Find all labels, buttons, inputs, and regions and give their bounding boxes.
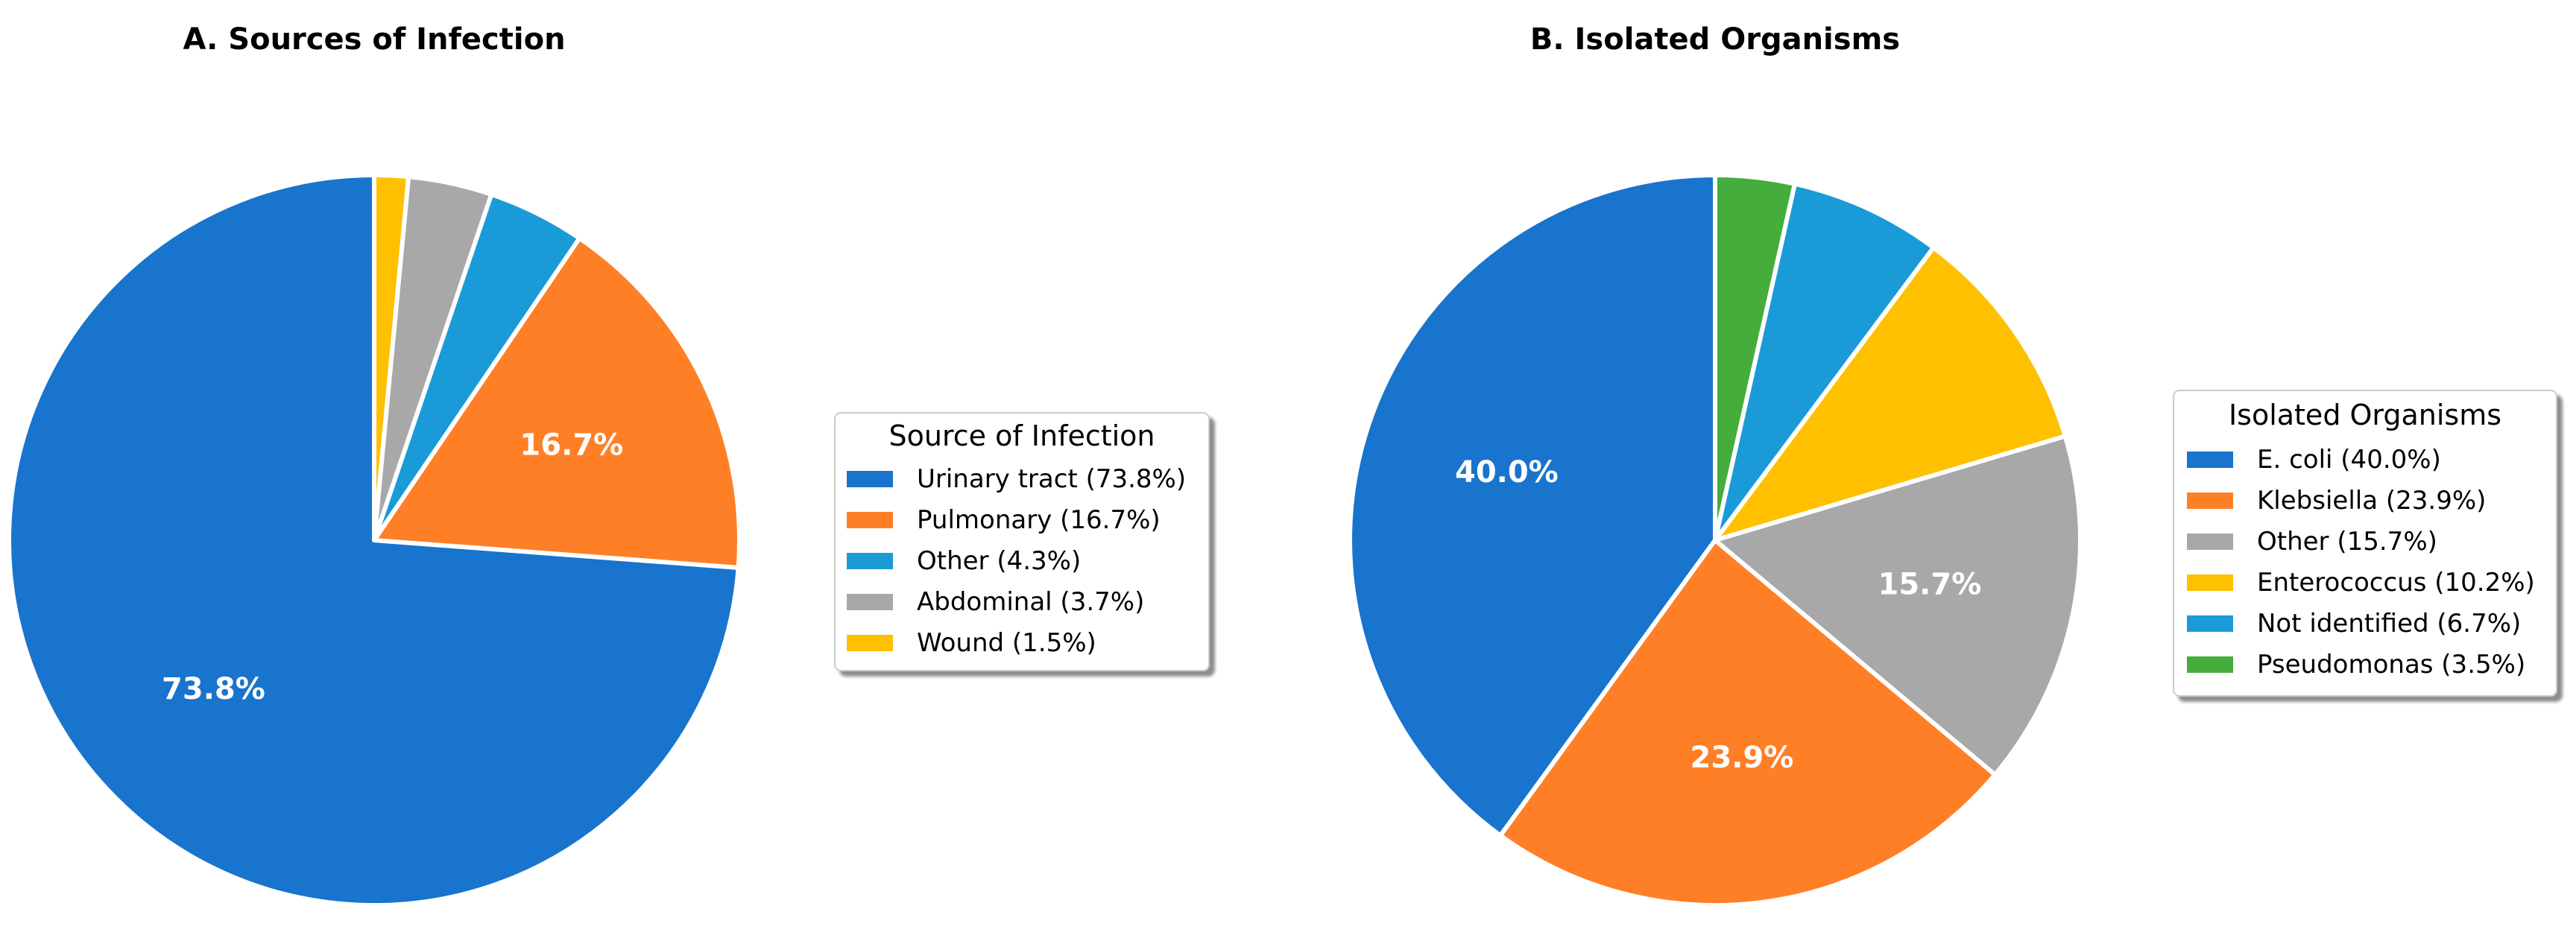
- legend-swatch-other: [847, 553, 893, 569]
- legend-label-pulmonary: Pulmonary (16.7%): [917, 505, 1161, 535]
- legend-box: [2173, 390, 2557, 697]
- pie-percent-label-other: 15.7%: [1878, 568, 1982, 602]
- chart-panel-sources-of-infection: A. Sources of Infection 73.8% 16.7% Sourc…: [7, 22, 1210, 908]
- legend-swatch-pseudomonas: [2187, 656, 2233, 673]
- chart-title: B. Isolated Organisms: [1530, 22, 1900, 57]
- legend: Isolated Organisms E. coli (40.0%) Klebsi…: [2173, 390, 2557, 697]
- legend-label-urinary-tract: Urinary tract (73.8%): [917, 464, 1186, 494]
- pie-slice-enterococcus: [1713, 245, 2068, 542]
- pie-slice-pulmonary: [372, 235, 742, 570]
- legend-label-abdominal: Abdominal (3.7%): [917, 587, 1144, 617]
- legend-label-e-coli: E. coli (40.0%): [2257, 445, 2441, 475]
- legend-label-other: Other (15.7%): [2257, 527, 2437, 557]
- legend-label-wound: Wound (1.5%): [917, 628, 1096, 658]
- legend-swatch-pulmonary: [847, 512, 893, 528]
- legend-items: Urinary tract (73.8%) Pulmonary (16.7%) Ot…: [847, 464, 1186, 658]
- pie-slice-other: [1713, 434, 2083, 777]
- legend-label-other: Other (4.3%): [917, 546, 1081, 576]
- legend-title: Isolated Organisms: [2229, 399, 2501, 431]
- legend-swatch-e-coli: [2187, 452, 2233, 468]
- pie-slice-e-coli: [1348, 173, 1717, 838]
- pie-slice-not-identified: [1713, 181, 1936, 542]
- legend-label-klebsiella: Klebsiella (23.9%): [2257, 486, 2486, 516]
- chart-title: A. Sources of Infection: [183, 22, 565, 57]
- pie-slices: [1348, 173, 2083, 908]
- pie-percent-label-klebsiella: 23.9%: [1690, 741, 1794, 775]
- legend-label-pseudomonas: Pseudomonas (3.5%): [2257, 650, 2525, 680]
- legend-label-enterococcus: Enterococcus (10.2%): [2257, 568, 2535, 598]
- legend-items: E. coli (40.0%) Klebsiella (23.9%) Other (…: [2187, 445, 2535, 680]
- legend-swatch-klebsiella: [2187, 492, 2233, 509]
- legend-box: [834, 412, 1210, 671]
- pie-percent-label-pulmonary: 16.7%: [520, 428, 623, 462]
- pie-slices: [7, 173, 742, 908]
- pie-percent-labels: 73.8% 16.7%: [162, 428, 623, 706]
- pie-slice-klebsiella: [1497, 538, 1998, 908]
- legend-swatch-abdominal: [847, 594, 893, 610]
- pie-percent-labels: 40.0% 23.9% 15.7%: [1455, 455, 1981, 775]
- legend: Source of Infection Urinary tract (73.8%…: [834, 412, 1210, 671]
- legend-title: Source of Infection: [888, 419, 1155, 452]
- pie-slice-wound: [372, 173, 411, 542]
- legend-swatch-not-identified: [2187, 615, 2233, 632]
- pie-slice-pseudomonas: [1713, 173, 1797, 542]
- pie-percent-label-e-coli: 40.0%: [1455, 455, 1559, 490]
- legend-swatch-wound: [847, 635, 893, 651]
- legend-swatch-urinary-tract: [847, 471, 893, 487]
- chart-panel-isolated-organisms: B. Isolated Organisms 40.0% 23.9% 15.7% Is…: [1348, 22, 2557, 908]
- legend-label-not-identified: Not identified (6.7%): [2257, 609, 2521, 639]
- legend-swatch-other: [2187, 533, 2233, 550]
- pie-percent-label-urinary-tract: 73.8%: [162, 672, 265, 706]
- legend-swatch-enterococcus: [2187, 574, 2233, 591]
